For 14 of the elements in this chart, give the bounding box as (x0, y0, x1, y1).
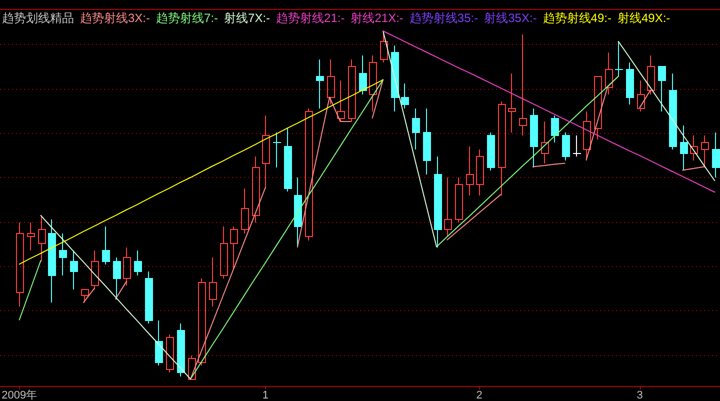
legend-label: 射线35X:- (484, 11, 537, 25)
x-tick-label: 2 (476, 390, 482, 401)
text: 趋势射线7:- (156, 11, 218, 25)
text: 趋势射线3X:- (80, 11, 150, 25)
legend-label: 射线49X:- (617, 11, 670, 25)
x-tick-label: 3 (636, 390, 643, 401)
text: 趋势射线49:- (542, 11, 612, 25)
text: 射线7X:- (224, 11, 270, 25)
text: 趋势射线21:- (276, 11, 345, 25)
legend-label: 趋势射线35:- (409, 11, 478, 25)
x-tick-label: 1 (262, 390, 268, 401)
x-tick-label: 2009年 (2, 390, 38, 401)
legend-label: 射线21X:- (350, 11, 404, 25)
chart-title: 趋势划线精品 (2, 11, 74, 25)
